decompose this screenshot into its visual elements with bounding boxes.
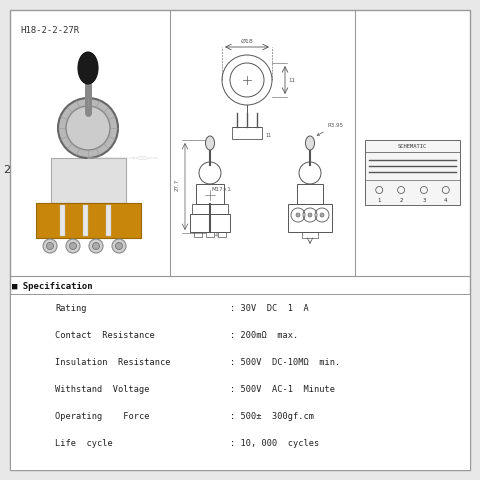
Text: 2: 2 — [3, 165, 10, 175]
Text: : 10, 000  cycles: : 10, 000 cycles — [230, 439, 319, 448]
Circle shape — [58, 98, 118, 158]
Circle shape — [93, 242, 99, 250]
Text: Operating    Force: Operating Force — [55, 412, 149, 421]
Text: 27.7: 27.7 — [175, 179, 180, 191]
Text: Insulation  Resistance: Insulation Resistance — [55, 358, 170, 367]
Bar — [10, 294, 470, 470]
Bar — [60, 205, 65, 236]
Text: : 500V  DC-10MΩ  min.: : 500V DC-10MΩ min. — [230, 358, 340, 367]
Text: : 500V  AC-1  Minute: : 500V AC-1 Minute — [230, 385, 335, 394]
Text: 1: 1 — [377, 198, 381, 203]
Circle shape — [47, 242, 53, 250]
Circle shape — [112, 239, 126, 253]
Text: Ø18: Ø18 — [240, 39, 253, 44]
Bar — [36, 203, 141, 238]
Text: H18-2-2-27R: H18-2-2-27R — [20, 26, 79, 35]
Bar — [192, 204, 228, 214]
Bar — [194, 232, 202, 237]
Text: R3.95: R3.95 — [317, 123, 344, 135]
Circle shape — [320, 213, 324, 217]
Text: : 500±  300gf.cm: : 500± 300gf.cm — [230, 412, 314, 421]
Text: : 200mΩ  max.: : 200mΩ max. — [230, 331, 298, 340]
Circle shape — [66, 239, 80, 253]
Ellipse shape — [78, 52, 98, 84]
Bar — [288, 204, 332, 232]
Bar — [232, 127, 262, 139]
Text: 11: 11 — [265, 133, 271, 138]
Text: Contact  Resistance: Contact Resistance — [55, 331, 155, 340]
Text: 11: 11 — [288, 77, 295, 83]
Bar — [206, 232, 214, 237]
Text: Withstand  Voltage: Withstand Voltage — [55, 385, 149, 394]
Circle shape — [66, 106, 110, 150]
Text: : 30V  DC  1  A: : 30V DC 1 A — [230, 304, 309, 313]
Bar — [302, 232, 318, 238]
Text: M17×1: M17×1 — [212, 187, 232, 192]
Text: 2: 2 — [399, 198, 403, 203]
Ellipse shape — [205, 136, 215, 150]
Circle shape — [70, 242, 76, 250]
Text: Life  cycle: Life cycle — [55, 439, 113, 448]
Circle shape — [43, 239, 57, 253]
Text: ■ Specification: ■ Specification — [12, 282, 93, 291]
Text: SCHEMATIC: SCHEMATIC — [398, 144, 427, 148]
Bar — [365, 140, 460, 205]
Text: www.globalsources.com山龙江yu.co: www.globalsources.com山龙江yu.co — [87, 156, 159, 160]
Bar — [106, 205, 111, 236]
Bar — [297, 184, 323, 204]
Text: 3: 3 — [422, 198, 426, 203]
Bar — [218, 232, 226, 237]
Bar — [51, 158, 126, 203]
Text: 4: 4 — [215, 233, 218, 238]
Circle shape — [296, 213, 300, 217]
Text: 4: 4 — [444, 198, 447, 203]
Text: Rating: Rating — [55, 304, 86, 313]
Circle shape — [116, 242, 122, 250]
Ellipse shape — [305, 136, 314, 150]
Bar — [190, 214, 230, 232]
Circle shape — [308, 213, 312, 217]
Bar — [196, 184, 224, 204]
Bar — [83, 205, 88, 236]
Circle shape — [89, 239, 103, 253]
